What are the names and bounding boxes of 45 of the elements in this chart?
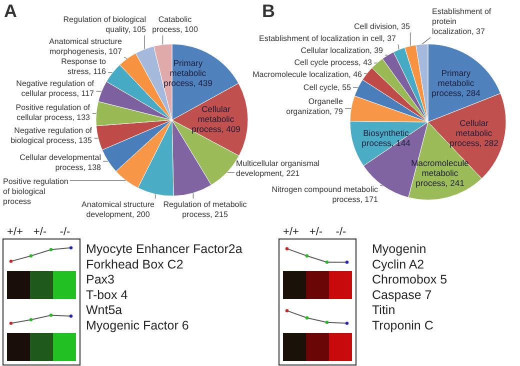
slice-label: Cellular developmental process, 138 <box>20 153 102 172</box>
text: T-box 4 <box>86 288 128 302</box>
slice-label: Establishment of protein localization, 37 <box>432 7 492 36</box>
slice-label: Negative regulation of biological process, 135 <box>10 126 93 145</box>
slice-label: Regulation of metabolic process, 215 <box>163 200 247 219</box>
slice-label: Cellular metabolic process, 409 <box>192 104 241 134</box>
slice-label: Anatomical structure development, 200 <box>82 200 156 219</box>
text: Troponin C <box>372 318 434 332</box>
text: Myogenic Factor 6 <box>86 318 189 332</box>
slice-label: Nitrogen compound metabolic process, 171 <box>272 185 379 204</box>
category-label: +/- <box>33 226 47 238</box>
text: Myogenin <box>372 242 426 256</box>
text: Wnt5a <box>86 303 122 318</box>
text: Titin <box>372 303 396 318</box>
slice-label: Negative regulation of cellular process, 117 <box>16 79 95 98</box>
category-label: -/- <box>60 226 71 238</box>
chart-title: B <box>262 1 275 21</box>
slice-label: Biosynthetic process, 144 <box>362 128 411 148</box>
chart-title: A <box>4 1 17 21</box>
text: Cyclin A2 <box>372 257 424 272</box>
text: Myocyte Enhancer Factor2a <box>86 242 242 256</box>
slice-label: Response to stress, 116 <box>61 57 107 76</box>
category-label: +/- <box>309 226 323 238</box>
slice-label: Multicellular organismal development, 221 <box>236 159 320 178</box>
slice-label: Positive regulation of cellular process, 133 <box>16 103 91 122</box>
category-label: +/+ <box>283 226 299 238</box>
slice-label: Cellular metabolic process, 282 <box>450 118 499 148</box>
text: Pax3 <box>86 272 115 287</box>
slice-label: Organelle organization, 79 <box>286 97 344 116</box>
slice-label: Primary metabolic process, 284 <box>432 68 481 98</box>
slice-label: Macromolecule localization, 46 <box>252 70 363 79</box>
slice-label: Cell division, 35 <box>354 22 411 31</box>
slice-label: Anatomical structure morphogenesis, 107 <box>49 37 123 56</box>
category-label: +/+ <box>7 226 23 238</box>
slice-label: Cell cycle, 55 <box>303 83 352 92</box>
category-label: -/- <box>336 226 347 238</box>
slice-label: Establishment of localization in cell, 37 <box>259 34 397 43</box>
text: Caspase 7 <box>372 288 432 302</box>
slice-label: Cell cycle process, 43 <box>294 58 373 67</box>
slice-label: Cellular localization, 39 <box>300 46 384 55</box>
text: Forkhead Box C2 <box>86 257 184 272</box>
slice-label: Positive regulation of biological process <box>3 177 68 206</box>
text: Chromobox 5 <box>372 272 448 287</box>
slice-label: Catabolic process, 100 <box>152 15 198 34</box>
slice-label: Regulation of biological quality, 105 <box>63 15 147 34</box>
